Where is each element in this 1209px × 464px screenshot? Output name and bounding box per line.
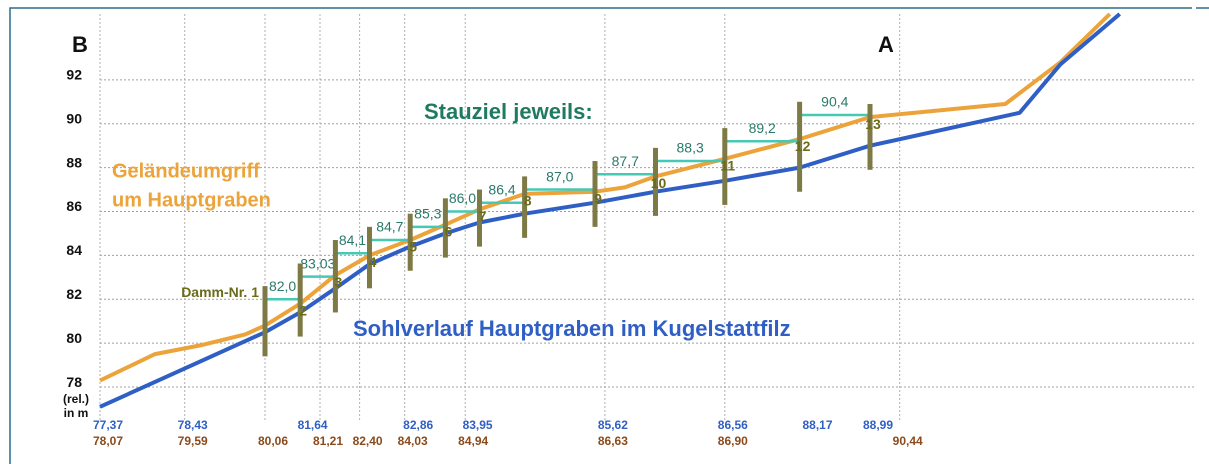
dam [442,198,448,258]
station-label: 90,44 [893,434,923,448]
corner-label: A [878,32,894,57]
y-axis-label: in m [64,406,89,420]
dam-label: 10 [651,175,667,191]
dam-label: 12 [795,138,811,154]
station-label: 85,62 [598,418,628,432]
annotation: Stauziel jeweils: [424,99,593,124]
dam [477,189,482,247]
y-tick-label: 92 [66,67,82,83]
y-tick-label: 86 [66,198,82,214]
stauziel-label: 85,3 [414,206,441,222]
y-tick-label: 82 [66,286,82,302]
dam-label: 11 [720,158,735,174]
stauziel-label: 86,4 [488,181,515,197]
stauziel-label: 89,2 [749,120,776,136]
station-label: 88,17 [802,418,832,432]
dam [367,226,372,289]
series-label: Sohlverlauf Hauptgraben im Kugelstattfil… [353,316,791,341]
station-label: 77,37 [93,418,123,432]
dam-label: 4 [369,254,377,270]
dam-label: 3 [335,274,343,290]
dam-label: 13 [865,116,881,132]
station-label: 84,94 [458,434,488,448]
y-tick-label: 88 [66,154,82,170]
stauziel-label: 84,1 [339,232,366,248]
dam-label: 5 [409,239,417,255]
station-label: 86,63 [598,434,628,448]
dam [722,128,728,205]
dam-label: 9 [594,190,602,206]
station-label: 86,56 [718,418,748,432]
station-label: 82,86 [403,418,433,432]
station-label: 81,21 [313,434,343,448]
dam-label: Damm-Nr. 1 [181,284,259,300]
dam-label: 2 [299,302,307,318]
dam-label: 6 [445,223,453,239]
dam [653,147,658,216]
dam [522,176,528,238]
station-label: 88,99 [863,418,893,432]
stauziel-label: 83,03 [300,255,335,271]
dam [867,103,873,170]
y-tick-label: 78 [66,374,82,390]
series-label: Geländeumgriff [112,160,260,182]
corner-label: B [72,32,88,57]
stauziel-label: 88,3 [677,140,704,156]
dam [262,286,268,357]
dam-label: 7 [479,208,487,224]
y-tick-label: 84 [66,242,82,258]
stauziel-label: 90,4 [821,94,848,110]
frame [9,7,1192,464]
y-tick-label: 80 [66,330,82,346]
station-label: 81,64 [298,418,328,432]
dam [297,263,303,337]
stauziel-label: 86,0 [449,190,476,206]
stauziel-label: 82,0 [269,278,296,294]
dam [797,101,803,192]
stauziel-label: 84,7 [376,219,403,235]
station-label: 86,90 [718,434,748,448]
y-axis-label: (rel.) [63,392,89,406]
station-label: 82,40 [353,434,383,448]
dam [592,161,598,227]
stauziel-label: 87,7 [612,153,639,169]
station-label: 80,06 [258,434,288,448]
dam-label: 8 [524,193,532,209]
station-label: 78,07 [93,434,123,448]
dam [332,240,338,313]
station-label: 78,43 [178,418,208,432]
y-tick-label: 90 [66,110,82,126]
dam [407,213,413,271]
station-label: 84,03 [398,434,428,448]
station-label: 79,59 [178,434,208,448]
stauziel-label: 87,0 [546,168,573,184]
station-label: 83,95 [463,418,493,432]
series-label: um Hauptgraben [112,189,271,211]
